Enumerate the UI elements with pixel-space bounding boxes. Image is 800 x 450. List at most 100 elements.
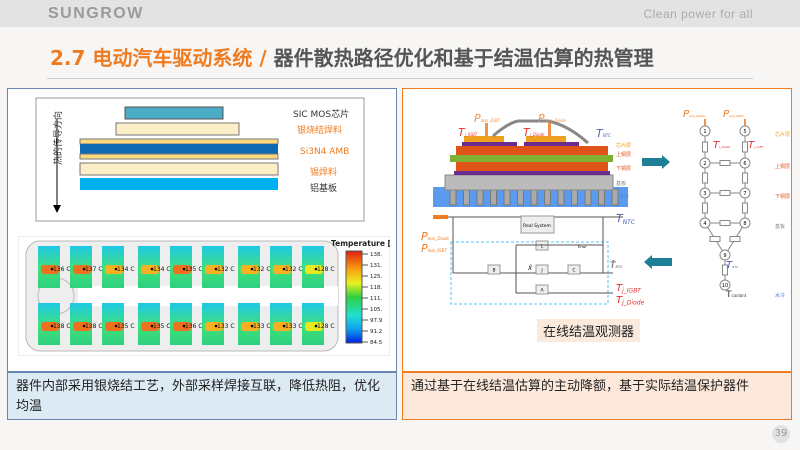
temperature-label: 137 C [85,266,103,273]
node-label: 10 [722,283,728,289]
heatsink-fin [449,188,457,206]
net-layer-label: 上铜层 [775,163,790,170]
layer-label: 基板 [616,180,626,187]
heatsink-fin [557,188,565,206]
heat-direction-label: 热的传导方向 [52,111,64,165]
net-layer-label: 下铜层 [775,193,790,200]
resistor [719,190,731,196]
heatsink-fin [530,188,538,206]
back-arrow-icon [644,255,672,269]
temperature-label: 132 C [217,266,235,273]
block-label: C [572,268,575,274]
title-separator: / [252,46,274,70]
block-A [535,284,549,295]
tntc-label: TNTC [596,127,611,140]
layer-label: 锡焊料 [310,166,337,178]
node [699,125,711,137]
resistor [719,160,731,166]
header-bar: SUNGROW Clean power for all [0,0,800,27]
p-igbt-input: Ploss_IGBT [421,242,447,255]
legend-tick: 138. [370,252,382,258]
silver-sinter-layer [115,122,240,136]
color-scale-bar [345,250,363,344]
heatsink-fin [476,188,484,206]
hotspot [141,322,159,331]
hotspot [173,322,191,331]
sic-chip-layer [124,106,224,120]
temperature-label: 135 C [185,266,203,273]
net-tj-igbt: Tj_IGBT [748,140,765,151]
temperature-label: 138 C [85,323,103,330]
block-label: B [492,268,495,274]
legend-tick: 105. [370,307,382,313]
probe-point [314,267,318,271]
heatsink-fin [517,188,524,206]
forward-arrow-icon [642,155,670,169]
probe-point [150,267,154,271]
net-tcoolant: Tcoolant [725,290,747,300]
net-tntc: TNTC [726,260,739,271]
observer-block-diagram: Real System B L J C A Error X̂ Ploss_Diode P… [421,212,645,307]
resistor [719,220,731,226]
hotspot [141,265,159,274]
tj-diode-output: Tj_Diode [616,295,645,307]
temperature-label: 132 C [285,266,303,273]
thermal-simulation-map: 136 C 137 C 134 C 134 C 135 C 132 C 132 C 132 C… [18,236,390,356]
probe-point [114,324,118,328]
heatsink-fin [490,188,497,206]
layer-label: Si3N4 AMB [300,147,349,157]
node-label: 7 [743,191,746,197]
hotspot [41,322,59,331]
tj-igbt-label: Tj_IGBT [458,126,478,139]
node-label: 4 [703,221,706,227]
block-B [487,264,501,275]
layer-label: 芯片层 [616,142,631,149]
p-diode-input: Ploss_Diode [421,230,450,243]
net-layer-label: 基板 [775,223,785,230]
sungrow-logo: SUNGROW [48,5,144,22]
resistor [722,264,728,276]
tntc-estimate: T̂NTC [610,259,623,271]
node-label: 9 [723,253,726,259]
temperature-label: 136 C [185,323,203,330]
p-igbt-label: Ploss_IGBT [474,112,500,125]
heatsink-fin [571,188,578,206]
page-number: 39 [772,425,790,443]
probe-point [50,267,54,271]
temperature-label: 133 C [285,323,303,330]
heatsink-fin [584,188,592,206]
layer-label: 上铜层 [616,151,631,158]
left-caption: 器件内部采用银烧结工艺，外部采样焊接互联，降低热阻，优化均温 [7,372,397,420]
tj-diode-label: Tj_Diode [523,126,545,139]
probe-point [114,267,118,271]
p-diode-label: Ploss_Diode [538,112,567,125]
title-divider [47,78,753,79]
heatsink-fin [463,188,470,206]
resistor [742,141,748,153]
aluminum-base-layer [80,178,278,190]
temperature-label: 135 C [153,323,171,330]
resistor [742,172,748,184]
legend-title: Temperature [C] [331,239,390,248]
net-p-igbt: Ploss_IGBT [723,109,745,120]
hotspot [305,265,323,274]
block-J [535,264,549,275]
tntc-output: TNTC [616,212,636,226]
tagline: Clean power for all [643,7,753,21]
hotspot [305,322,323,331]
temperature-label: 128 C [317,266,335,273]
node [699,187,711,199]
node [699,217,711,229]
right-caption: 通过基于在线结温估算的主动降额，基于实际结温保护器件 [402,372,792,420]
real-system-block [520,215,555,234]
resistor [702,141,708,153]
heatsink-fin [611,188,619,206]
hotspot [105,265,123,274]
node [699,157,711,169]
net-tj-diode: Tj_Diode [713,140,730,151]
heatsink-fin [544,188,551,206]
probe-point [150,324,154,328]
block-label: J [540,268,542,274]
resistor [742,202,748,214]
legend-tick: 131. [370,263,382,269]
